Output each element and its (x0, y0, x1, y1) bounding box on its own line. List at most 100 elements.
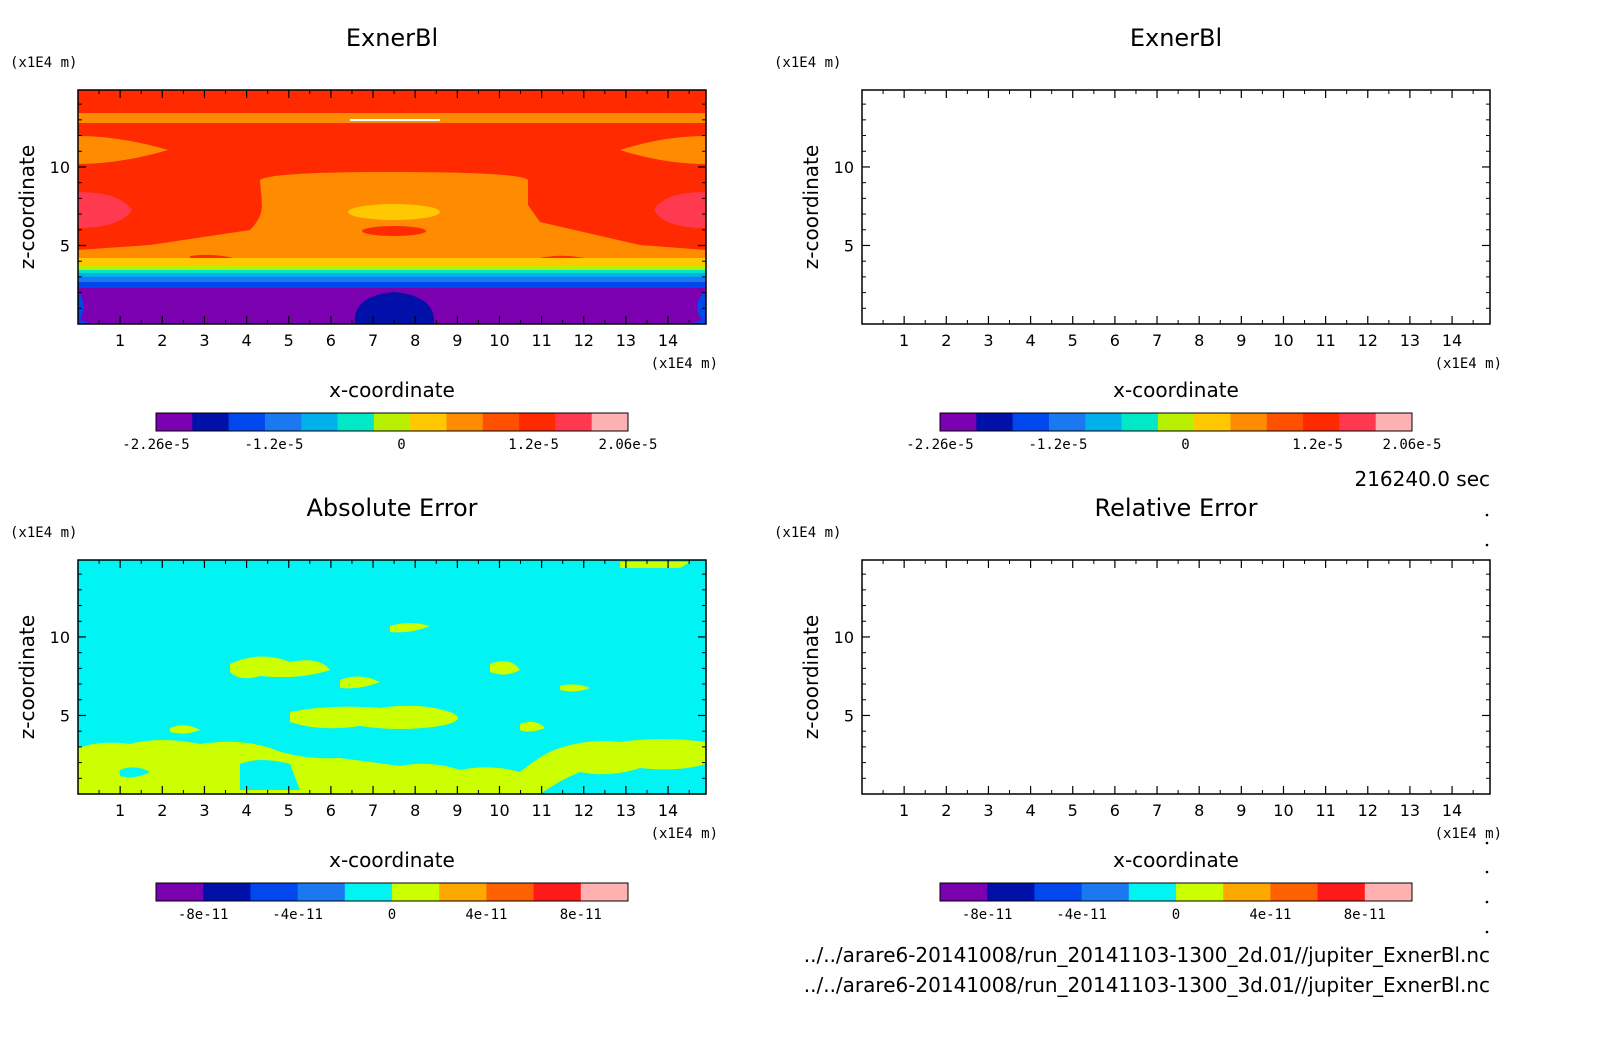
colorbar-swatch (446, 413, 484, 431)
x-tick-label: 6 (1110, 331, 1120, 350)
colorbar-swatch (264, 413, 302, 431)
x-tick-label: 3 (983, 801, 993, 820)
colorbar-swatch (1223, 883, 1271, 901)
x-tick-label: 1 (899, 331, 909, 350)
file-path-3d: ../../arare6-20141008/run_20141103-1300_… (804, 973, 1490, 997)
colorbar-tick-label: 0 (397, 437, 405, 453)
colorbar-swatch (1364, 883, 1413, 901)
x-tick-label: 8 (1194, 331, 1204, 350)
colorbar-swatch (1317, 883, 1366, 901)
x-tick-label: 4 (241, 801, 251, 820)
colorbar-swatch (976, 413, 1014, 431)
y-axis-label: z-coordinate (799, 615, 823, 739)
x-tick-label: 2 (941, 801, 951, 820)
colorbar-swatch (297, 883, 346, 901)
x-tick-label: 11 (1315, 331, 1335, 350)
x-axis-label: x-coordinate (329, 848, 455, 872)
colorbar-swatch (940, 883, 988, 901)
time-label: 216240.0 sec (1354, 467, 1490, 491)
plot-frame (861, 89, 1491, 325)
panel-title: ExnerBl (1130, 24, 1222, 52)
x-tick-label: 10 (489, 331, 509, 350)
colorbar-tick-label: -1.2e-5 (244, 437, 303, 453)
margin-dots (1485, 513, 1489, 934)
colorbar-swatch (533, 883, 582, 901)
colorbar-swatch (486, 883, 535, 901)
colorbar-tick-label: 0 (388, 907, 396, 923)
y-tick-label: 10 (50, 628, 70, 647)
colorbar-swatch (1303, 413, 1340, 431)
y-tick-label: 10 (834, 158, 854, 177)
x-tick-label: 14 (1442, 331, 1462, 350)
field-contours (78, 90, 706, 324)
y-tick-label: 5 (844, 236, 854, 255)
colorbar-frame (155, 882, 629, 902)
x-unit-label: (x1E4 m) (1435, 826, 1502, 842)
colorbar-tick-label: 2.06e-5 (598, 437, 657, 453)
colorbar-tick-label: 0 (1181, 437, 1189, 453)
colorbar-swatch (519, 413, 556, 431)
colorbar-swatch (987, 883, 1035, 901)
colorbar: -8e-11 -4e-11 0 4e-11 8e-11 (939, 882, 1413, 923)
colorbar-tick-label: 2.06e-5 (1382, 437, 1441, 453)
x-tick-label: 2 (157, 331, 167, 350)
colorbar: -8e-11 -4e-11 0 4e-11 8e-11 (155, 882, 629, 923)
y-unit-label: (x1E4 m) (10, 55, 77, 71)
x-tick-label: 13 (616, 331, 636, 350)
colorbar-tick-label: 4e-11 (465, 907, 507, 923)
colorbar-swatch (439, 883, 487, 901)
colorbar-swatch (580, 883, 629, 901)
colorbar-frame (155, 412, 629, 432)
x-tick-label: 2 (157, 801, 167, 820)
colorbar-tick-label: 4e-11 (1249, 907, 1291, 923)
panel-title: Relative Error (1095, 494, 1258, 522)
x-tick-label: 9 (1236, 801, 1246, 820)
x-tick-label: 11 (531, 801, 551, 820)
colorbar-frame (939, 882, 1413, 902)
colorbar-swatch (1270, 883, 1319, 901)
x-tick-label: 2 (941, 331, 951, 350)
y-unit-label: (x1E4 m) (10, 525, 77, 541)
x-unit-label: (x1E4 m) (1435, 356, 1502, 372)
colorbar-swatch (1048, 413, 1086, 431)
y-tick-label: 5 (60, 706, 70, 725)
y-tick-label: 10 (834, 628, 854, 647)
x-tick-label: 7 (368, 801, 378, 820)
x-tick-label: 11 (1315, 801, 1335, 820)
colorbar-swatch (940, 413, 977, 431)
x-tick-label: 10 (489, 801, 509, 820)
colorbar-swatch (1157, 413, 1195, 431)
plot-frame (77, 559, 707, 795)
x-tick-label: 12 (574, 801, 594, 820)
x-unit-label: (x1E4 m) (651, 826, 718, 842)
colorbar-tick-label: -4e-11 (272, 907, 323, 923)
colorbar-swatch (192, 413, 230, 431)
panel-title: Absolute Error (306, 494, 477, 522)
colorbar-swatch (1266, 413, 1304, 431)
x-axis-label: x-coordinate (329, 378, 455, 402)
x-tick-label: 5 (284, 801, 294, 820)
colorbar-swatch (301, 413, 339, 431)
colorbar-swatch (1034, 883, 1083, 901)
colorbar-swatch (228, 413, 266, 431)
panel-title: ExnerBl (346, 24, 438, 52)
colorbar-swatch (1081, 883, 1130, 901)
colorbar-swatch (156, 883, 204, 901)
error-contours (78, 560, 706, 794)
y-axis-label: z-coordinate (799, 145, 823, 269)
colorbar-tick-label: -8e-11 (962, 907, 1013, 923)
x-tick-label: 13 (616, 801, 636, 820)
x-tick-label: 4 (1025, 331, 1035, 350)
x-tick-label: 8 (1194, 801, 1204, 820)
colorbar-swatch (1375, 413, 1413, 431)
x-tick-label: 11 (531, 331, 551, 350)
colorbar-swatch (250, 883, 299, 901)
x-tick-label: 6 (326, 331, 336, 350)
x-tick-label: 3 (199, 801, 209, 820)
x-tick-label: 4 (1025, 801, 1035, 820)
colorbar-swatch (392, 883, 440, 901)
